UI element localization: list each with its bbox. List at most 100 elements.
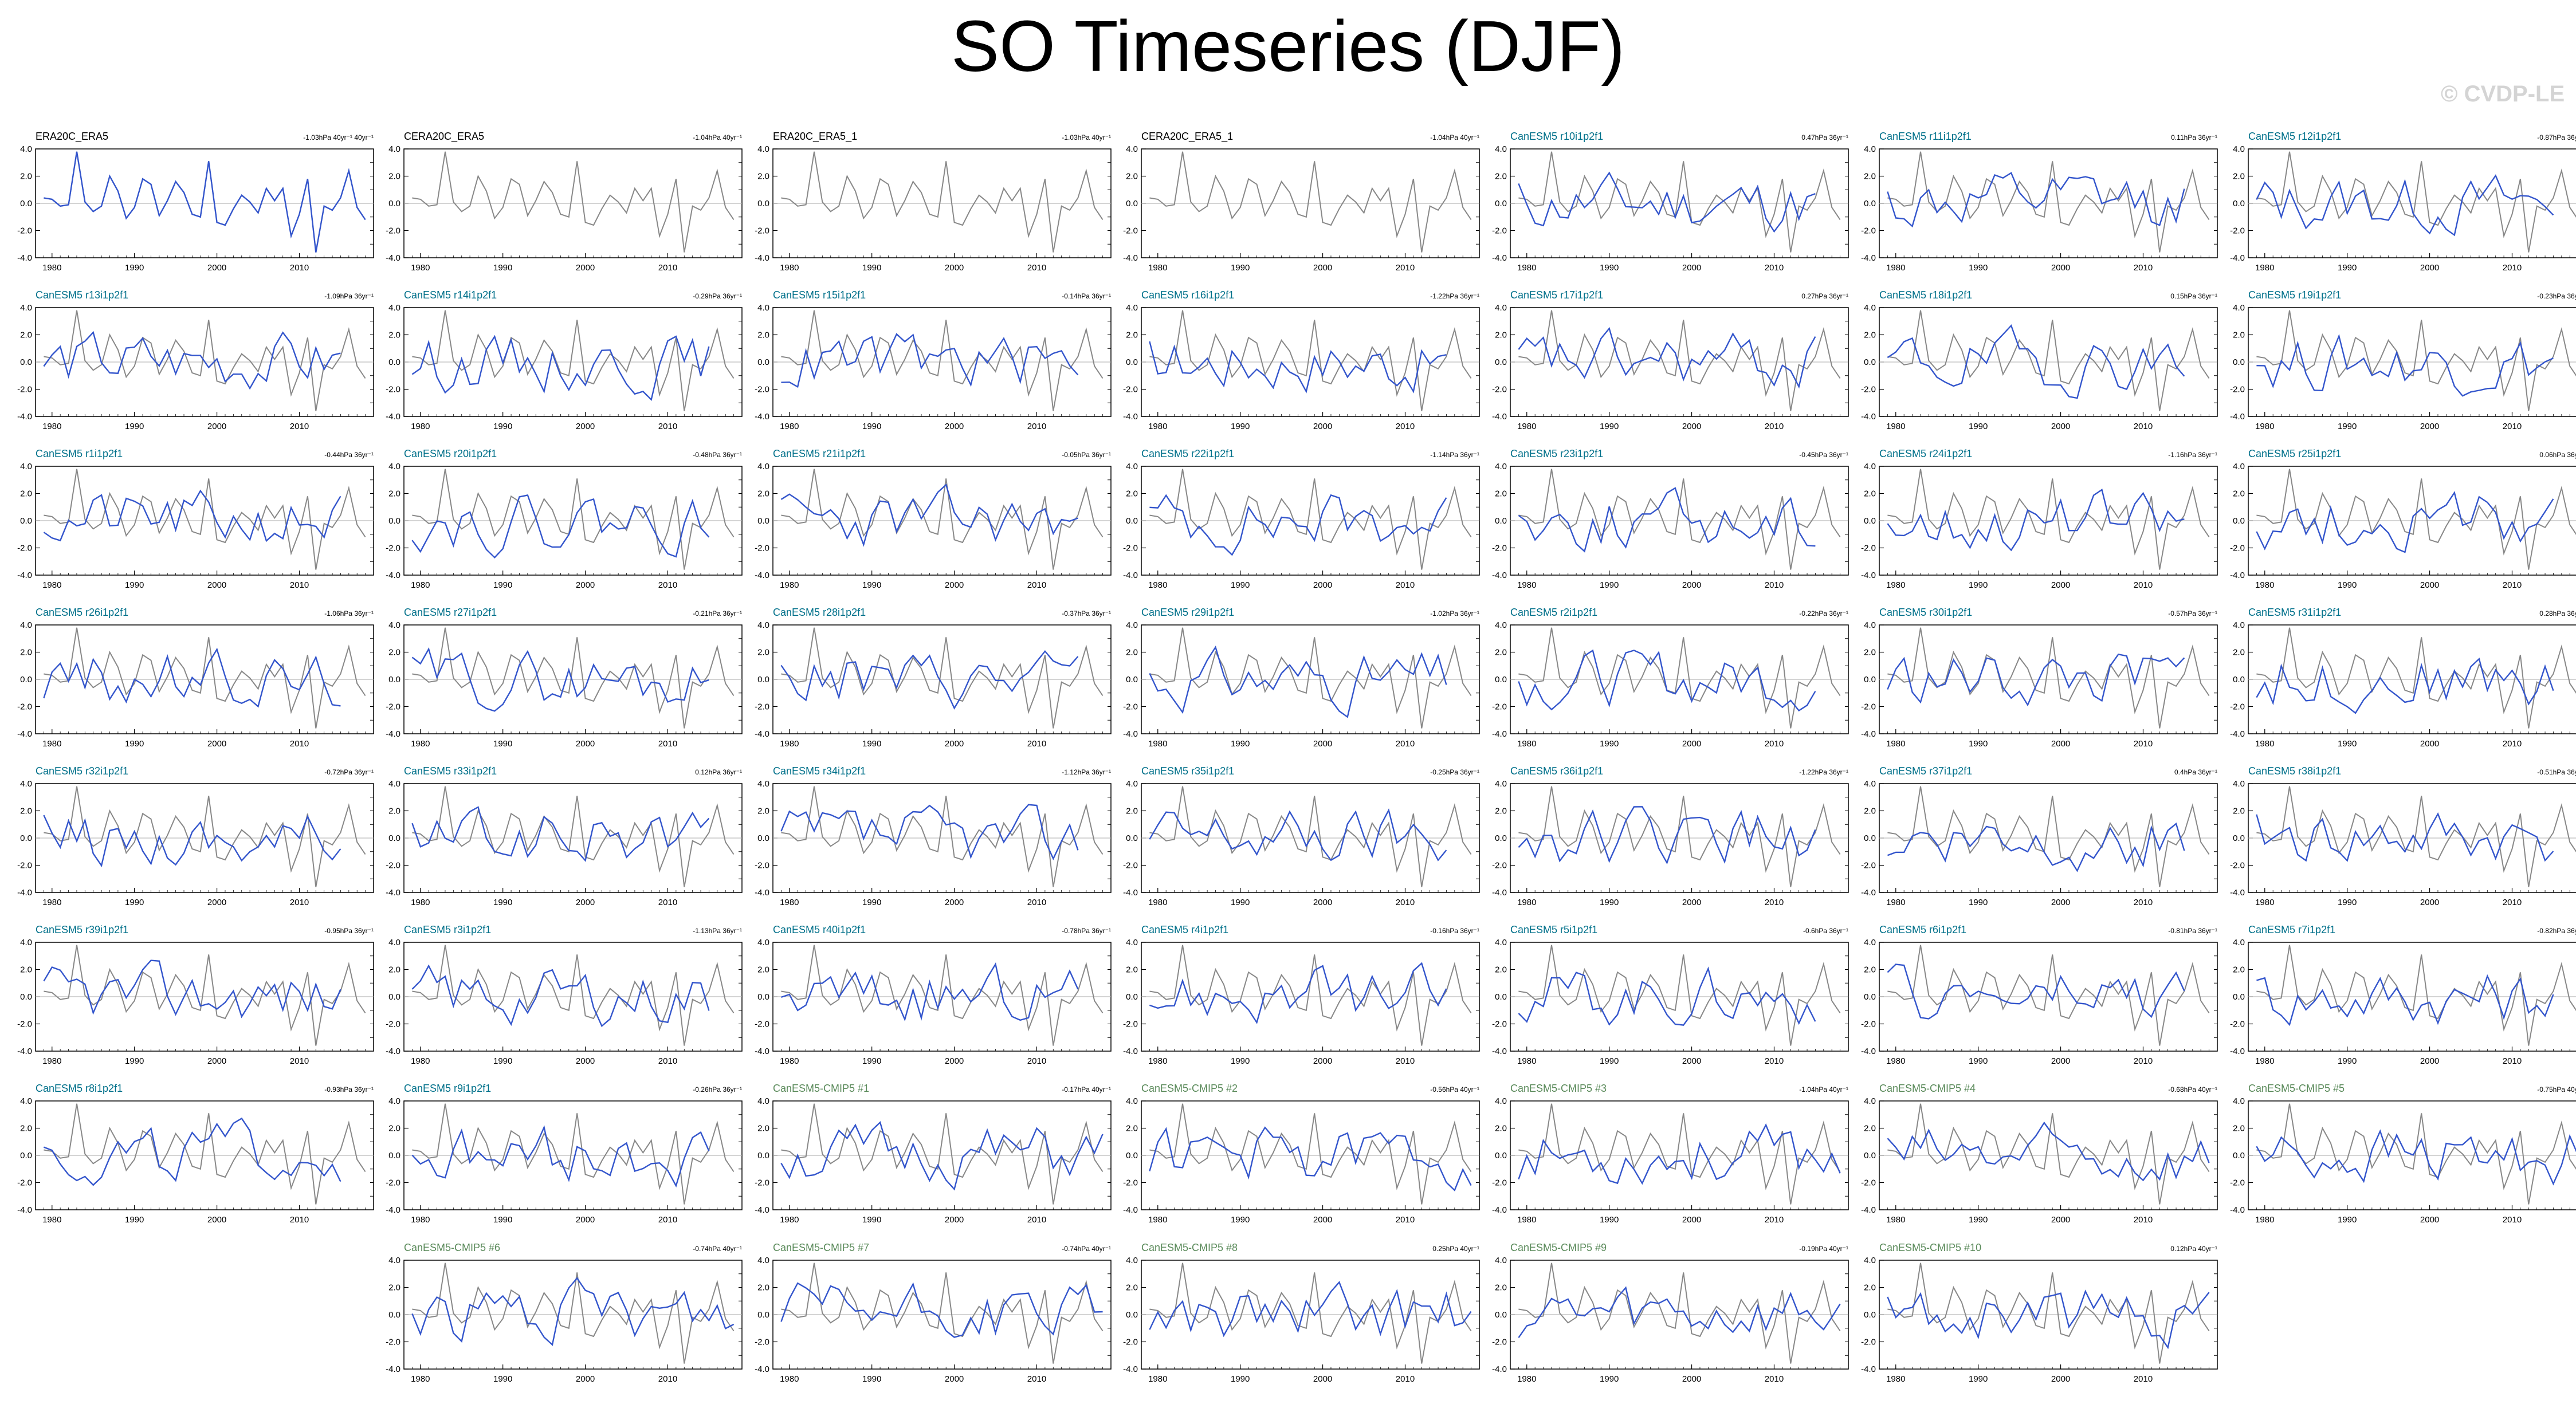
reference-series-line: [412, 1103, 735, 1205]
y-tick-label: -2.0: [17, 226, 32, 236]
x-tick-label: 1980: [780, 1215, 799, 1225]
panel-trend: 0.47hPa 36yr⁻¹: [1801, 133, 1848, 141]
y-tick-label: -4.0: [2230, 729, 2245, 739]
reference-series-line: [781, 627, 1104, 729]
x-tick-label: 2010: [2134, 1056, 2153, 1066]
reference-series-line: [44, 945, 366, 1046]
x-tick-label: 2010: [2503, 580, 2522, 590]
y-tick-label: -2.0: [386, 861, 400, 871]
x-tick-label: 2010: [2503, 1056, 2522, 1066]
panel: CanESM5 r26i1p2f1 -1.06hPa 36yr⁻¹ 4.0 2.0 0.…: [17, 607, 374, 749]
member-series-line: [1887, 1289, 2210, 1350]
x-tick-label: 2000: [1682, 263, 1701, 273]
y-tick-label: -2.0: [1861, 1338, 1876, 1347]
panel: CanESM5 r11i1p2f1 0.11hPa 36yr⁻¹ 4.0 2.0 0.0…: [1861, 131, 2218, 273]
member-series-line: [2256, 812, 2554, 862]
member-series-line: [1149, 646, 1447, 718]
panel-trend: -1.22hPa 36yr⁻¹: [1430, 292, 1479, 300]
reference-series-line: [1149, 627, 1472, 729]
panel-title: CanESM5 r33i1p2f1: [404, 765, 497, 777]
x-tick-label: 2000: [2420, 263, 2439, 273]
y-tick-label: 4.0: [757, 144, 769, 154]
x-tick-label: 2010: [1396, 263, 1415, 273]
panel: CanESM5-CMIP5 #5 -0.75hPa 40yr⁻¹ 4.0 2.0 0.0…: [2230, 1083, 2576, 1225]
x-tick-label: 1980: [2255, 1215, 2274, 1225]
y-tick-label: 0.0: [757, 833, 769, 843]
x-tick-label: 2000: [945, 580, 964, 590]
x-tick-label: 2000: [2051, 422, 2070, 431]
x-tick-label: 2000: [576, 898, 595, 907]
y-tick-label: -2.0: [1861, 1020, 1876, 1029]
y-tick-label: -2.0: [755, 1020, 769, 1029]
y-tick-label: -4.0: [755, 412, 769, 422]
panel-title: CanESM5 r36i1p2f1: [1510, 765, 1603, 777]
x-tick-label: 2000: [576, 263, 595, 273]
x-tick-label: 1990: [1231, 1374, 1250, 1384]
panel-title: CanESM5 r4i1p2f1: [1141, 924, 1228, 935]
panel: CanESM5-CMIP5 #8 0.25hPa 40yr⁻¹ 4.0 2.0 0.0 -…: [1123, 1242, 1480, 1384]
x-tick-label: 1980: [1148, 1215, 1167, 1225]
y-tick-label: -2.0: [1123, 1020, 1138, 1029]
reference-series-line: [412, 310, 735, 411]
y-tick-label: 4.0: [757, 462, 769, 471]
x-tick-label: 2000: [576, 1056, 595, 1066]
y-tick-label: 2.0: [388, 489, 400, 499]
x-tick-label: 1980: [42, 422, 61, 431]
member-series-line: [1149, 808, 1447, 862]
reference-series-line: [2256, 1103, 2576, 1205]
y-tick-label: 4.0: [20, 1096, 32, 1106]
y-tick-label: -2.0: [755, 702, 769, 712]
panel-title: CanESM5 r26i1p2f1: [36, 607, 128, 618]
y-tick-label: 0.0: [2233, 675, 2245, 685]
panel-title: ERA20C_ERA5: [36, 131, 108, 143]
x-tick-label: 1990: [2338, 580, 2357, 590]
panel: CanESM5 r37i1p2f1 0.4hPa 36yr⁻¹ 4.0 2.0 0.0 -…: [1861, 765, 2218, 907]
reference-series-line: [44, 310, 366, 411]
y-tick-label: -4.0: [755, 571, 769, 580]
x-tick-label: 1990: [493, 739, 512, 749]
x-tick-label: 1990: [862, 1056, 881, 1066]
panel: CanESM5-CMIP5 #9 -0.19hPa 40yr⁻¹ 4.0 2.0 0.0…: [1492, 1242, 1849, 1384]
y-tick-label: 4.0: [1495, 1096, 1507, 1106]
panel-title: CanESM5 r5i1p2f1: [1510, 924, 1597, 935]
x-tick-label: 1990: [493, 1215, 512, 1225]
x-tick-label: 1980: [1886, 1215, 1905, 1225]
y-tick-label: 2.0: [1126, 1283, 1138, 1293]
member-series-line: [2256, 974, 2554, 1026]
x-tick-label: 1990: [2338, 1215, 2357, 1225]
x-tick-label: 1980: [1517, 1374, 1536, 1384]
x-tick-label: 2000: [2420, 422, 2439, 431]
x-tick-label: 2000: [576, 422, 595, 431]
x-tick-label: 2010: [2503, 898, 2522, 907]
x-tick-label: 1980: [2255, 580, 2274, 590]
panel-title: CanESM5 r27i1p2f1: [404, 607, 497, 618]
y-tick-label: 2.0: [1495, 648, 1507, 658]
panel-trend: -0.95hPa 36yr⁻¹: [324, 927, 374, 935]
y-tick-label: 0.0: [388, 357, 400, 367]
reference-series-line: [781, 151, 1104, 253]
y-tick-label: 0.0: [1126, 992, 1138, 1002]
x-tick-label: 1990: [493, 1056, 512, 1066]
y-tick-label: -2.0: [755, 226, 769, 236]
x-tick-label: 1980: [2255, 1056, 2274, 1066]
panel-trend: -0.44hPa 36yr⁻¹: [324, 451, 374, 459]
panel-trend: -1.04hPa 40yr⁻¹: [1799, 1085, 1848, 1094]
y-tick-label: -2.0: [386, 544, 400, 553]
x-tick-label: 1980: [1148, 422, 1167, 431]
x-tick-label: 2010: [2134, 739, 2153, 749]
y-tick-label: -4.0: [755, 729, 769, 739]
member-series-line: [1518, 487, 1816, 553]
x-tick-label: 1980: [1148, 580, 1167, 590]
x-tick-label: 1990: [125, 580, 144, 590]
y-tick-label: 4.0: [2233, 620, 2245, 630]
member-series-line: [780, 804, 1079, 860]
y-tick-label: 2.0: [20, 1124, 32, 1134]
y-tick-label: -4.0: [386, 412, 400, 422]
reference-series-line: [412, 1262, 735, 1364]
y-tick-label: 0.0: [1864, 992, 1876, 1002]
x-tick-label: 2010: [658, 263, 677, 273]
panel-title: CanESM5 r20i1p2f1: [404, 448, 497, 459]
reference-series-line: [781, 786, 1104, 887]
panel: CanESM5 r32i1p2f1 -0.72hPa 36yr⁻¹ 4.0 2.0 0.…: [17, 765, 374, 907]
panel: CanESM5 r31i1p2f1 0.28hPa 36yr⁻¹ 4.0 2.0 0.0…: [2230, 607, 2576, 749]
